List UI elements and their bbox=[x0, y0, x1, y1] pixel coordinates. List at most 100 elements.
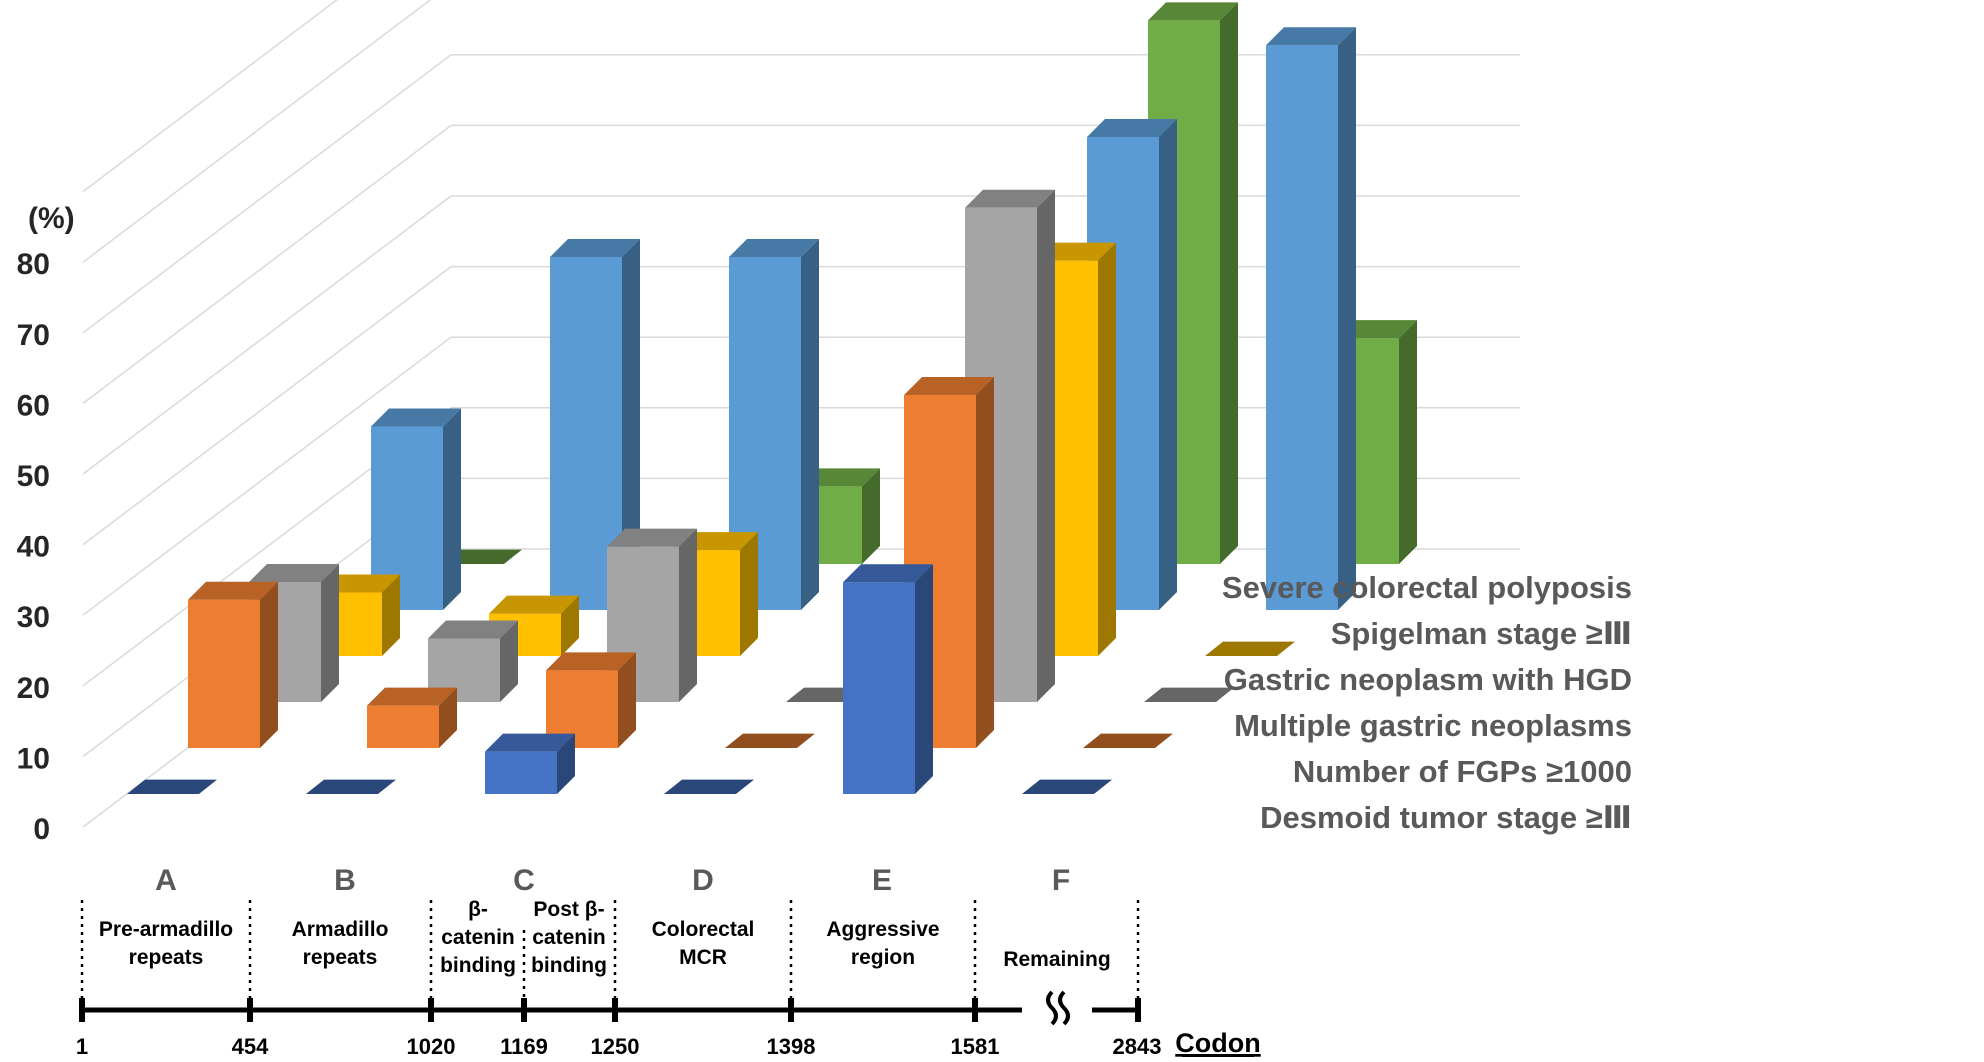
codon-number: 2843 bbox=[1113, 1034, 1162, 1059]
category-label-B: B bbox=[334, 864, 356, 897]
bar-floor bbox=[1205, 641, 1295, 656]
bar-D-series-2 bbox=[725, 733, 815, 748]
region-label: Pre-armadillo repeats bbox=[99, 918, 233, 969]
y-tick-label: 30 bbox=[17, 601, 50, 634]
codon-axis-title: Codon bbox=[1175, 1028, 1260, 1058]
gridline-diagonal bbox=[82, 54, 452, 334]
codon-number: 454 bbox=[232, 1034, 269, 1059]
bar-top bbox=[1087, 118, 1177, 137]
category-label-D: D bbox=[692, 864, 714, 897]
codon-number: 1169 bbox=[500, 1034, 548, 1059]
bar-side bbox=[862, 468, 880, 564]
bar-side bbox=[443, 408, 461, 610]
bar-side bbox=[1220, 2, 1238, 564]
bar-top bbox=[1148, 2, 1238, 21]
bar-top bbox=[965, 189, 1055, 208]
legend-label-series-4: Gastric neoplasm with HGD bbox=[1224, 662, 1632, 697]
axis-break-mark bbox=[1058, 990, 1070, 1026]
bar-B-series-1 bbox=[306, 779, 396, 794]
bar-series bbox=[127, 2, 1417, 794]
bar-side bbox=[382, 574, 400, 656]
legend: Desmoid tumor stage ≥Ⅲ Number of FGPs ≥10… bbox=[1222, 570, 1632, 835]
bar-F-series-4 bbox=[1205, 641, 1295, 656]
legend-label-series-2: Number of FGPs ≥1000 bbox=[1293, 754, 1632, 789]
gridline-diagonal bbox=[82, 124, 452, 404]
bar-top bbox=[485, 733, 575, 752]
bar-side bbox=[1098, 242, 1116, 656]
bar-top bbox=[550, 239, 640, 257]
bar-top bbox=[1266, 27, 1356, 46]
bar-front bbox=[485, 751, 557, 794]
region-label: Armadillo repeats bbox=[292, 918, 389, 969]
region-label: Post β-catenin binding bbox=[531, 898, 607, 977]
bar-side bbox=[679, 528, 697, 702]
y-tick-label: 0 bbox=[33, 813, 50, 846]
y-tick-label: 40 bbox=[17, 531, 50, 564]
bar-side bbox=[439, 687, 457, 748]
bar-C-series-5 bbox=[729, 239, 819, 610]
y-tick-label: 60 bbox=[17, 389, 50, 422]
bar-top bbox=[904, 377, 994, 395]
bar-floor bbox=[306, 779, 396, 794]
codon-number: 1 bbox=[76, 1034, 88, 1059]
y-axis: (%) 0 10 20 30 40 50 60 70 80 bbox=[17, 202, 75, 846]
bar-E-series-1 bbox=[843, 564, 933, 794]
bar-side bbox=[622, 239, 640, 610]
bar-front bbox=[367, 705, 439, 748]
bar-top bbox=[843, 564, 933, 583]
region-label: Colorectal MCR bbox=[652, 918, 755, 969]
bar-side bbox=[561, 595, 579, 656]
region-label: β-catenin binding bbox=[440, 898, 516, 977]
gridline-diagonal bbox=[82, 0, 432, 263]
codon-number: 1020 bbox=[407, 1034, 456, 1059]
bar-B-series-2 bbox=[367, 687, 457, 748]
bar-floor bbox=[1022, 779, 1112, 794]
bar-D-series-1 bbox=[664, 779, 754, 794]
bar-A-series-1 bbox=[127, 779, 217, 794]
y-tick-label: 20 bbox=[17, 672, 50, 705]
gridline-diagonal bbox=[82, 0, 338, 193]
bar-F-series-1 bbox=[1022, 779, 1112, 794]
bar-floor bbox=[664, 779, 754, 794]
bar-F-series-3 bbox=[1144, 687, 1234, 702]
region-label: Aggressive region bbox=[826, 918, 939, 969]
bar-top bbox=[729, 239, 819, 257]
gridline-diagonal bbox=[82, 195, 452, 475]
gridline-diagonal bbox=[82, 266, 452, 546]
region-label: Remaining bbox=[1003, 948, 1110, 971]
bar-top bbox=[607, 528, 697, 547]
bar-side bbox=[1338, 27, 1356, 610]
bar-floor bbox=[725, 733, 815, 748]
legend-label-series-5: Spigelman stage ≥Ⅲ bbox=[1331, 616, 1632, 651]
bar-side bbox=[500, 620, 518, 702]
y-unit-label: (%) bbox=[28, 202, 75, 235]
bar-side bbox=[1399, 320, 1417, 564]
y-tick-label: 50 bbox=[17, 460, 50, 493]
bar-top bbox=[489, 595, 579, 614]
bar-front bbox=[188, 599, 260, 748]
bar-side bbox=[915, 564, 933, 794]
bar-side bbox=[557, 733, 575, 794]
bar-side bbox=[801, 239, 819, 610]
codon-number: 1398 bbox=[767, 1034, 816, 1059]
legend-label-series-6: Severe colorectal polyposis bbox=[1222, 570, 1632, 605]
bar-C-series-1 bbox=[485, 733, 575, 794]
codon-number: 1250 bbox=[591, 1034, 640, 1059]
y-tick-label: 80 bbox=[17, 248, 50, 281]
bar-F-series-6 bbox=[1327, 320, 1417, 564]
category-label-E: E bbox=[872, 864, 892, 897]
bar-side bbox=[618, 652, 636, 748]
legend-label-series-3: Multiple gastric neoplasms bbox=[1234, 708, 1632, 743]
gridline-diagonal bbox=[82, 336, 452, 616]
bar-floor bbox=[127, 779, 217, 794]
bar-floor bbox=[1083, 733, 1173, 748]
bar-front bbox=[1266, 45, 1338, 610]
bar-side bbox=[260, 581, 278, 748]
y-tick-label: 70 bbox=[17, 319, 50, 352]
category-label-C: C bbox=[513, 864, 535, 897]
bar-top bbox=[367, 687, 457, 706]
y-tick-label: 10 bbox=[17, 742, 50, 775]
codon-number: 1581 bbox=[951, 1034, 1000, 1059]
bar-floor bbox=[1144, 687, 1234, 702]
